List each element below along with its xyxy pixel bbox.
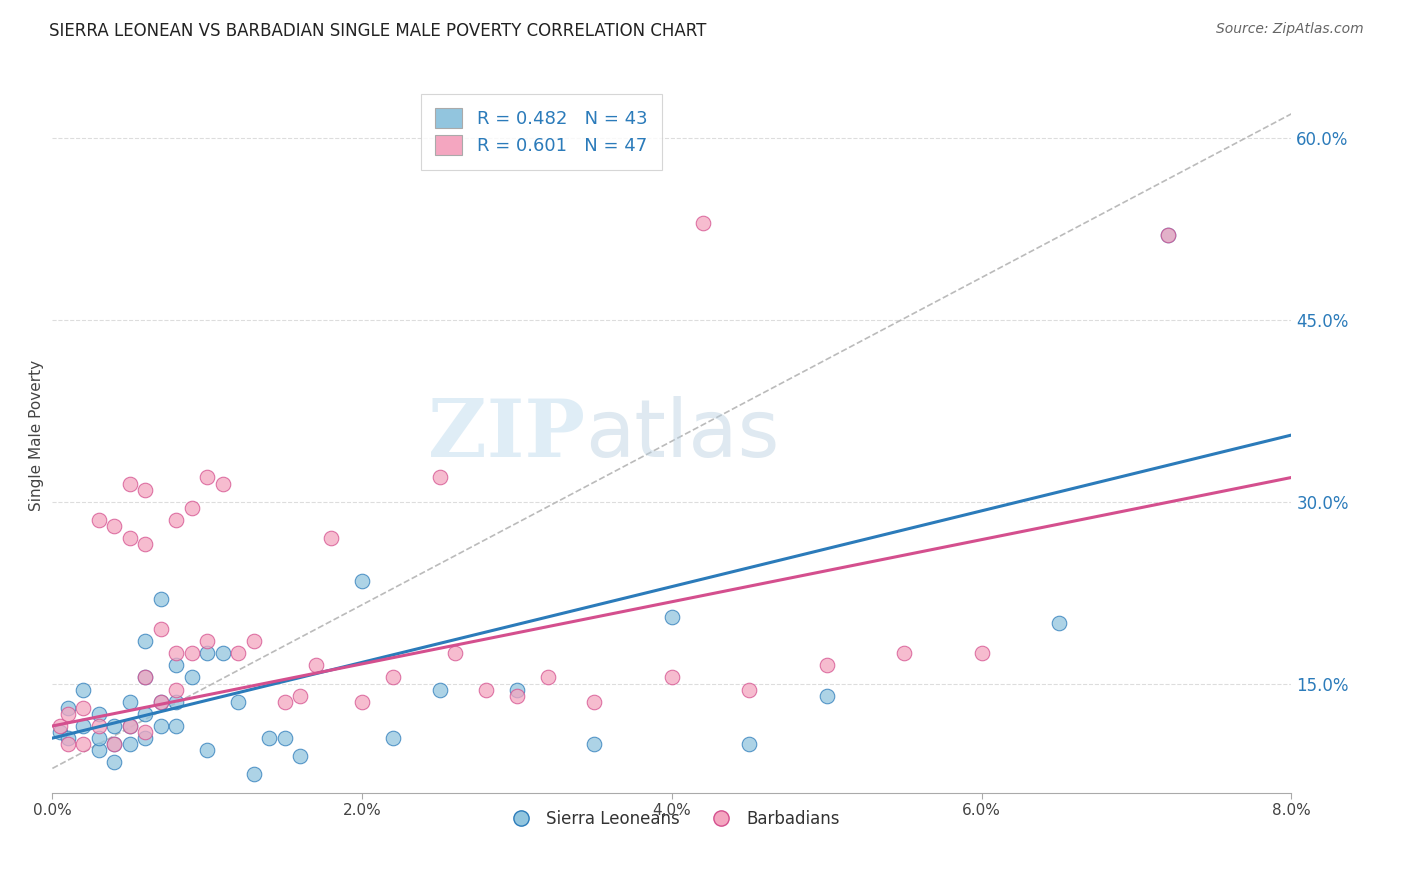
Point — [352, 574, 374, 588]
Point — [149, 695, 172, 709]
Point — [180, 671, 202, 685]
Point — [195, 743, 218, 757]
Point — [290, 689, 312, 703]
Point — [506, 682, 529, 697]
Point — [738, 682, 761, 697]
Point — [56, 706, 79, 721]
Point — [149, 591, 172, 606]
Point — [692, 216, 714, 230]
Point — [165, 658, 187, 673]
Point — [103, 756, 125, 770]
Point — [321, 531, 343, 545]
Point — [87, 743, 110, 757]
Text: SIERRA LEONEAN VS BARBADIAN SINGLE MALE POVERTY CORRELATION CHART: SIERRA LEONEAN VS BARBADIAN SINGLE MALE … — [49, 22, 707, 40]
Point — [165, 719, 187, 733]
Point — [226, 695, 249, 709]
Point — [134, 483, 156, 497]
Point — [134, 537, 156, 551]
Point — [49, 719, 72, 733]
Point — [149, 622, 172, 636]
Point — [72, 682, 94, 697]
Point — [103, 737, 125, 751]
Point — [165, 513, 187, 527]
Point — [274, 695, 297, 709]
Point — [165, 695, 187, 709]
Point — [118, 695, 141, 709]
Point — [56, 731, 79, 745]
Point — [56, 737, 79, 751]
Point — [1156, 227, 1178, 242]
Point — [537, 671, 560, 685]
Point — [242, 767, 264, 781]
Point — [815, 689, 838, 703]
Point — [429, 682, 451, 697]
Point — [134, 671, 156, 685]
Point — [382, 731, 405, 745]
Point — [165, 646, 187, 660]
Point — [661, 610, 683, 624]
Point — [195, 470, 218, 484]
Point — [305, 658, 328, 673]
Point — [583, 737, 606, 751]
Point — [661, 671, 683, 685]
Point — [118, 719, 141, 733]
Point — [134, 634, 156, 648]
Point — [49, 725, 72, 739]
Point — [72, 719, 94, 733]
Y-axis label: Single Male Poverty: Single Male Poverty — [30, 359, 44, 510]
Point — [72, 700, 94, 714]
Text: Source: ZipAtlas.com: Source: ZipAtlas.com — [1216, 22, 1364, 37]
Point — [242, 634, 264, 648]
Point — [134, 706, 156, 721]
Point — [195, 634, 218, 648]
Point — [583, 695, 606, 709]
Point — [970, 646, 993, 660]
Point — [1156, 227, 1178, 242]
Point — [475, 682, 498, 697]
Point — [134, 731, 156, 745]
Point — [134, 725, 156, 739]
Point — [118, 719, 141, 733]
Text: ZIP: ZIP — [429, 396, 585, 474]
Legend: Sierra Leoneans, Barbadians: Sierra Leoneans, Barbadians — [498, 803, 846, 834]
Point — [211, 476, 233, 491]
Point — [87, 513, 110, 527]
Point — [180, 500, 202, 515]
Point — [290, 749, 312, 764]
Point — [893, 646, 915, 660]
Point — [87, 719, 110, 733]
Point — [195, 646, 218, 660]
Point — [226, 646, 249, 660]
Text: atlas: atlas — [585, 396, 779, 474]
Point — [274, 731, 297, 745]
Point — [103, 719, 125, 733]
Point — [56, 700, 79, 714]
Point — [87, 731, 110, 745]
Point — [134, 671, 156, 685]
Point — [1047, 615, 1070, 630]
Point — [118, 531, 141, 545]
Point — [149, 719, 172, 733]
Point — [165, 682, 187, 697]
Point — [118, 737, 141, 751]
Point — [257, 731, 280, 745]
Point — [815, 658, 838, 673]
Point — [382, 671, 405, 685]
Point — [149, 695, 172, 709]
Point — [118, 476, 141, 491]
Point — [429, 470, 451, 484]
Point — [72, 737, 94, 751]
Point — [103, 737, 125, 751]
Point — [180, 646, 202, 660]
Point — [87, 706, 110, 721]
Point — [352, 695, 374, 709]
Point — [444, 646, 467, 660]
Point — [103, 519, 125, 533]
Point — [738, 737, 761, 751]
Point — [506, 689, 529, 703]
Point — [211, 646, 233, 660]
